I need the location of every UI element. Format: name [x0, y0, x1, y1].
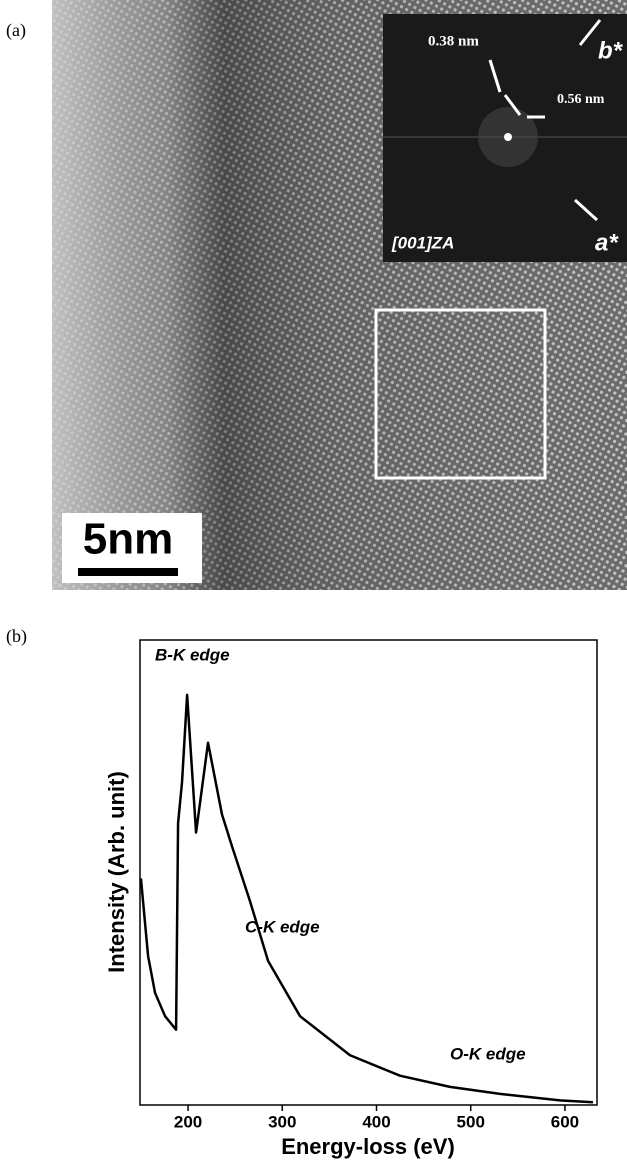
inset-label: 0.56 nm: [557, 92, 605, 107]
y-axis-title: Intensity (Arb. unit): [104, 771, 129, 973]
tem-image: [52, 0, 627, 590]
scale-bar-label: 5nm: [83, 515, 173, 564]
plot-frame: [140, 640, 597, 1105]
inset-label: 0.38 nm: [428, 33, 479, 49]
panel-label: (b): [6, 626, 27, 647]
figure: (a) 0.38 nm 0.56 nm b* a* [001]ZA 5nm (b…: [0, 0, 627, 1165]
inset-label: b*: [598, 37, 624, 64]
inset-label: a*: [595, 229, 619, 256]
annotation: B-K edge: [155, 645, 230, 664]
x-tick-label: 600: [551, 1112, 579, 1131]
inset-label: [001]ZA: [391, 233, 454, 252]
x-tick-label: 300: [268, 1112, 296, 1131]
x-tick-label: 400: [362, 1112, 390, 1131]
data-line: [141, 695, 593, 1102]
panel-label: (a): [6, 20, 26, 41]
x-axis-title: Energy-loss (eV): [281, 1134, 455, 1159]
x-tick-label: 200: [174, 1112, 202, 1131]
annotation: O-K edge: [450, 1044, 526, 1063]
x-tick-label: 500: [457, 1112, 485, 1131]
annotation: C-K edge: [245, 917, 320, 936]
